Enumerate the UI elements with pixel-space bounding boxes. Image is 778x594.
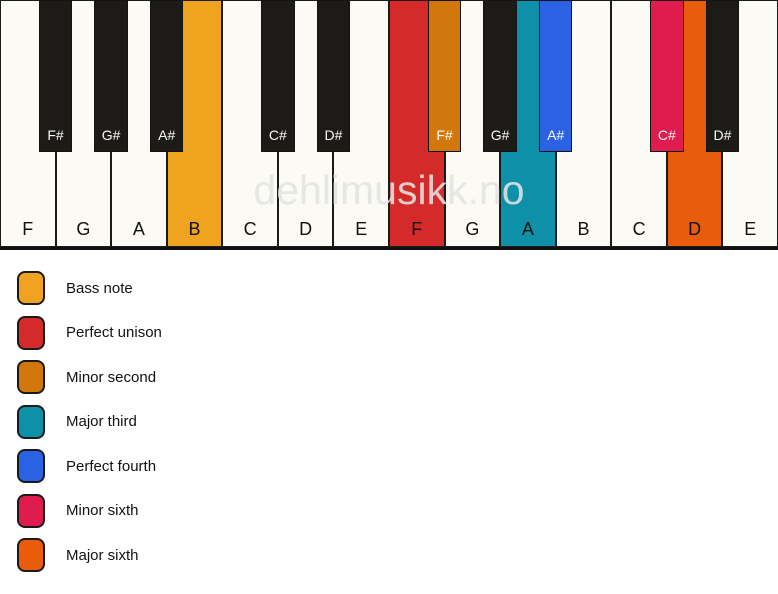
black-key-fsharp-0: F# [38, 0, 73, 152]
legend-item-perfect-fourth: Perfect fourth [17, 449, 162, 483]
black-key-label: G# [490, 127, 510, 143]
black-key-csharp-3: C# [261, 0, 295, 152]
legend-color-swatch [17, 360, 45, 394]
legend-item-label: Bass note [66, 279, 133, 297]
black-key-label: A# [547, 127, 565, 143]
legend-item-perfect-unison: Perfect unison [17, 315, 162, 350]
piano-keyboard: dehlimusikk.no F G A B C D E F G A B C D… [0, 0, 778, 250]
legend-color-swatch [17, 315, 45, 350]
legend-item-label: Minor sixth [66, 502, 139, 519]
white-key-label: C [632, 219, 646, 239]
legend-item-major-third: Major third [17, 404, 162, 439]
black-key-label: C# [657, 127, 676, 143]
legend-item-minor-sixth: Minor sixth [17, 493, 162, 528]
black-key-label: D# [324, 127, 343, 143]
legend: Bass note Perfect unison Minor second Ma… [17, 271, 162, 572]
white-key-label: B [188, 219, 201, 239]
white-key-label: E [355, 219, 368, 239]
black-key-label: C# [268, 127, 287, 143]
legend-color-swatch [17, 538, 45, 572]
white-key-label: G [76, 219, 91, 239]
legend-item-label: Perfect fourth [66, 457, 157, 475]
black-key-label: A# [158, 127, 176, 143]
legend-color-swatch [17, 449, 45, 483]
black-key-dsharp-9: D# [705, 0, 740, 152]
white-key-label: G [465, 219, 480, 239]
legend-item-label: Major sixth [66, 546, 139, 564]
black-key-label: D# [713, 127, 732, 143]
legend-color-swatch [17, 493, 45, 528]
legend-item-label: Perfect unison [66, 324, 162, 341]
black-key-fsharp-5: F# [427, 0, 462, 152]
watermark: dehlimusikk.no [253, 167, 525, 213]
black-key-label: F# [47, 127, 64, 143]
white-key-label: D [299, 219, 313, 239]
legend-item-major-sixth: Major sixth [17, 538, 162, 572]
black-key-label: F# [436, 127, 453, 143]
white-key-label: F [22, 219, 34, 239]
white-key-label: B [577, 219, 590, 239]
white-key-label: A [132, 219, 145, 239]
black-key-dsharp-4: D# [316, 0, 351, 152]
white-key-label: F [411, 219, 423, 239]
legend-color-swatch [17, 271, 45, 305]
keyboard-bottom-edge [0, 247, 778, 250]
white-key-label: A [521, 219, 534, 239]
black-key-asharp-7: A# [539, 0, 573, 152]
black-key-label: G# [101, 127, 121, 143]
white-key-label: D [688, 219, 702, 239]
black-key-asharp-2: A# [150, 0, 184, 152]
legend-item-bass-note: Bass note [17, 271, 162, 305]
legend-item-label: Minor second [66, 368, 157, 386]
legend-item-label: Major third [66, 413, 137, 430]
black-key-gsharp-6: G# [483, 0, 517, 152]
black-key-gsharp-1: G# [94, 0, 128, 152]
white-key-label: C [243, 219, 257, 239]
legend-item-minor-second: Minor second [17, 360, 162, 394]
white-key-label: E [744, 219, 757, 239]
legend-color-swatch [17, 404, 45, 439]
black-key-csharp-8: C# [650, 0, 684, 152]
